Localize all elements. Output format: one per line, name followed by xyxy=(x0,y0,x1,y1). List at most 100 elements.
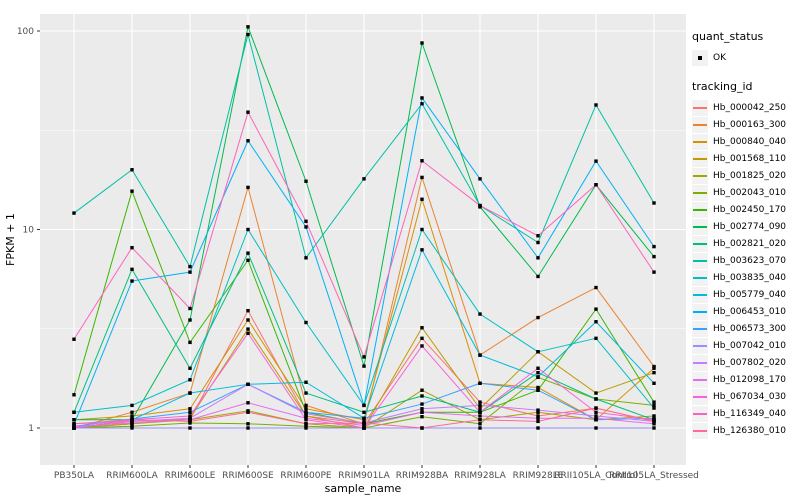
legend-title-tracking-id: tracking_id xyxy=(692,80,753,93)
legend-entry-Hb_002821_020: Hb_002821_020 xyxy=(692,235,798,252)
data-point xyxy=(246,251,250,255)
data-point xyxy=(536,426,540,430)
legend-block-quant-status: quant_status OK xyxy=(692,30,798,66)
data-point xyxy=(594,320,598,324)
x-tick-label: RRIM600SE xyxy=(222,471,274,481)
data-point xyxy=(304,414,308,418)
data-point xyxy=(594,285,598,290)
data-point xyxy=(130,279,134,283)
x-tick-label: RRIM928LE xyxy=(513,471,564,481)
data-point xyxy=(246,185,250,190)
data-point xyxy=(652,406,656,410)
data-point xyxy=(536,419,540,424)
data-point xyxy=(536,240,540,245)
data-point xyxy=(536,274,540,279)
legend-entry-Hb_006453_010: Hb_006453_010 xyxy=(692,303,798,320)
y-tick-label: 1 xyxy=(28,424,34,434)
legend-key-swatch-icon xyxy=(692,99,708,116)
legend-entry-Hb_012098_170: Hb_012098_170 xyxy=(692,371,798,388)
legend-entry-ok: OK xyxy=(692,49,798,66)
data-point xyxy=(188,419,192,424)
data-point xyxy=(594,391,598,395)
data-point xyxy=(478,381,482,385)
legend-entry-Hb_001568_110: Hb_001568_110 xyxy=(692,150,798,167)
data-point xyxy=(188,306,192,311)
data-point xyxy=(362,403,366,408)
axis-labels: 1 10 100 PB350LA RRIM600LA RRIM600LE RRIM600SE… xyxy=(17,27,699,481)
data-point xyxy=(246,422,250,426)
axis-ticks xyxy=(37,30,655,468)
data-point xyxy=(594,414,598,418)
data-point xyxy=(72,422,76,426)
legend-key-swatch-icon xyxy=(692,235,708,252)
data-point xyxy=(188,264,192,269)
legend-key-swatch-icon xyxy=(692,252,708,269)
legend-entry-label: Hb_007802_020 xyxy=(713,357,787,368)
legend-key-swatch-icon xyxy=(692,133,708,150)
data-point xyxy=(652,370,656,375)
legend-key-swatch-icon xyxy=(692,218,708,235)
data-point xyxy=(420,175,424,180)
x-tick-label: PB350LA xyxy=(54,471,95,481)
data-point xyxy=(420,426,424,430)
legend-entry-Hb_007042_010: Hb_007042_010 xyxy=(692,337,798,354)
data-point xyxy=(652,381,656,385)
x-tick-label: RRIM901LA xyxy=(338,471,390,481)
data-point xyxy=(536,350,540,354)
data-point xyxy=(188,270,192,274)
data-point xyxy=(420,410,424,414)
data-point xyxy=(652,364,656,369)
data-point xyxy=(536,234,540,238)
data-point xyxy=(304,418,308,422)
legend-entry-label: Hb_000840_040 xyxy=(713,136,787,147)
data-point xyxy=(420,248,424,252)
data-point xyxy=(536,375,540,379)
legend-entry-label: Hb_003623_070 xyxy=(713,255,787,266)
data-point xyxy=(188,391,192,395)
data-point xyxy=(304,320,308,325)
legend-entry-Hb_006573_300: Hb_006573_300 xyxy=(692,320,798,337)
data-point xyxy=(304,412,308,416)
legend-entry-label: Hb_005779_040 xyxy=(713,289,787,300)
data-point xyxy=(246,308,250,313)
data-point xyxy=(420,96,424,100)
data-point xyxy=(594,416,598,420)
data-point xyxy=(536,366,540,370)
data-point xyxy=(478,177,482,181)
data-point xyxy=(420,415,424,419)
data-point xyxy=(246,227,250,232)
legend-entry-Hb_007802_020: Hb_007802_020 xyxy=(692,354,798,371)
data-point xyxy=(188,426,192,430)
data-point xyxy=(652,426,656,430)
data-point xyxy=(652,414,656,418)
data-point xyxy=(130,414,134,418)
legend-entry-label: Hb_002821_020 xyxy=(713,238,787,249)
data-point xyxy=(362,416,366,420)
data-point xyxy=(536,414,540,418)
legend-key-swatch-icon xyxy=(692,184,708,201)
data-point xyxy=(536,388,540,392)
x-tick-label: RRIM928LA xyxy=(454,471,506,481)
plot-panel xyxy=(40,14,686,465)
legend-key-swatch-icon xyxy=(692,422,708,439)
data-point xyxy=(478,407,482,411)
data-point xyxy=(362,177,366,181)
legend-key-swatch-icon xyxy=(692,320,708,337)
data-point xyxy=(72,337,76,341)
data-point xyxy=(594,426,598,430)
data-point xyxy=(246,318,250,322)
legend-entry-label: Hb_012098_170 xyxy=(713,374,787,385)
legend-entry-label: Hb_002774_090 xyxy=(713,221,787,232)
legend-key-swatch-icon xyxy=(692,405,708,422)
data-point xyxy=(246,382,250,387)
legend-key-swatch-icon xyxy=(692,269,708,286)
data-point xyxy=(478,403,482,408)
data-point xyxy=(304,403,308,408)
legend-key-swatch-icon xyxy=(692,201,708,218)
legend-entry-label: Hb_116349_040 xyxy=(713,408,787,419)
legend-entry-label: Hb_000163_300 xyxy=(713,119,787,130)
data-point xyxy=(72,424,76,428)
data-point xyxy=(304,256,308,260)
data-point xyxy=(536,408,540,412)
